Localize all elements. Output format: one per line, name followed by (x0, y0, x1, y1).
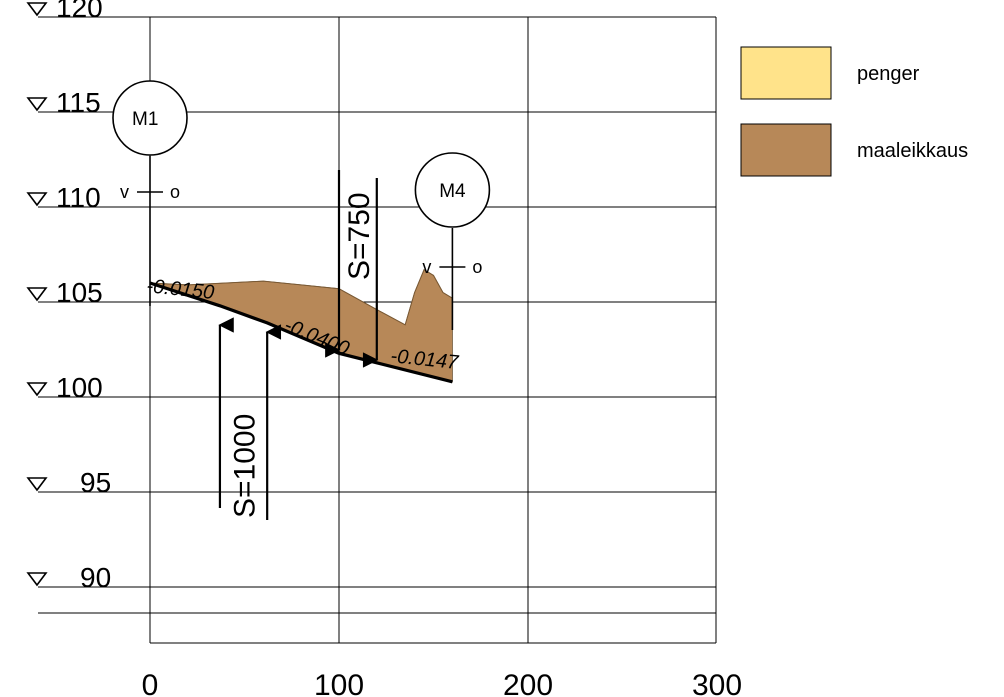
elevation-triangle-icon (26, 2, 48, 17)
elevation-value: 120 (56, 0, 103, 23)
elevation-triangle-icon (26, 572, 48, 587)
elevation-value: 90 (80, 562, 111, 593)
elevation-value: 105 (56, 277, 103, 308)
design-grade-line (149, 281, 453, 384)
station-label-0: 0 (142, 669, 159, 697)
elevation-triangle-icon (26, 97, 48, 112)
marker-m1: M1 v o (112, 80, 188, 306)
elevation-triangle-icon (26, 192, 48, 207)
marker-label: M1 (132, 109, 158, 130)
elevation-triangle-icon (26, 477, 48, 492)
elevation-label-120: 120 (26, 0, 103, 23)
marker-circle (414, 152, 491, 228)
marker-m4: M4 v o (414, 152, 491, 330)
vertical-curve-s750: S=750 (325, 170, 379, 368)
elevation-label-100: 100 (26, 372, 103, 403)
elevation-label-115: 115 (26, 87, 101, 118)
marker-left-mark: v (120, 182, 129, 202)
vertical-curve-s1000: S=1000 (218, 317, 282, 520)
elevation-label-95: 95 (26, 467, 111, 498)
elevation-label-105: 105 (26, 277, 103, 308)
elevation-triangle-icon (26, 382, 48, 397)
marker-circle (112, 80, 188, 156)
legend-item-maaleikkaus: maaleikkaus (740, 123, 968, 177)
elevation-triangle-icon (26, 287, 48, 302)
legend: penger maaleikkaus (740, 46, 968, 177)
elevation-label-110: 110 (26, 182, 101, 213)
legend-item-penger: penger (740, 46, 920, 100)
station-axis: 0 100 200 300 (142, 669, 742, 697)
marker-label: M4 (439, 181, 466, 202)
legend-swatch (740, 46, 832, 100)
marker-left-mark: v (422, 257, 431, 277)
profile-markers: M1 v o M4 v o (112, 80, 491, 330)
marker-right-mark: o (472, 257, 482, 277)
legend-label: penger (857, 63, 920, 85)
station-label-200: 200 (503, 669, 553, 697)
legend-label: maaleikkaus (857, 140, 968, 162)
elevation-label-90: 90 (26, 562, 111, 593)
elevation-value: 110 (56, 182, 101, 213)
elevation-value: 115 (56, 87, 101, 118)
station-label-300: 300 (692, 669, 742, 697)
grade-label: -0.0150 (145, 275, 215, 304)
elevation-axis: 120 115 110 105 100 95 90 (26, 0, 111, 593)
vertical-curves: S=1000 S=750 (218, 170, 379, 520)
marker-right-mark: o (170, 182, 180, 202)
station-label-100: 100 (314, 669, 364, 697)
elevation-value: 100 (56, 372, 103, 403)
curve-label: S=1000 (229, 414, 262, 518)
curve-label: S=750 (343, 192, 376, 280)
legend-swatch (740, 123, 832, 177)
elevation-value: 95 (80, 467, 111, 498)
